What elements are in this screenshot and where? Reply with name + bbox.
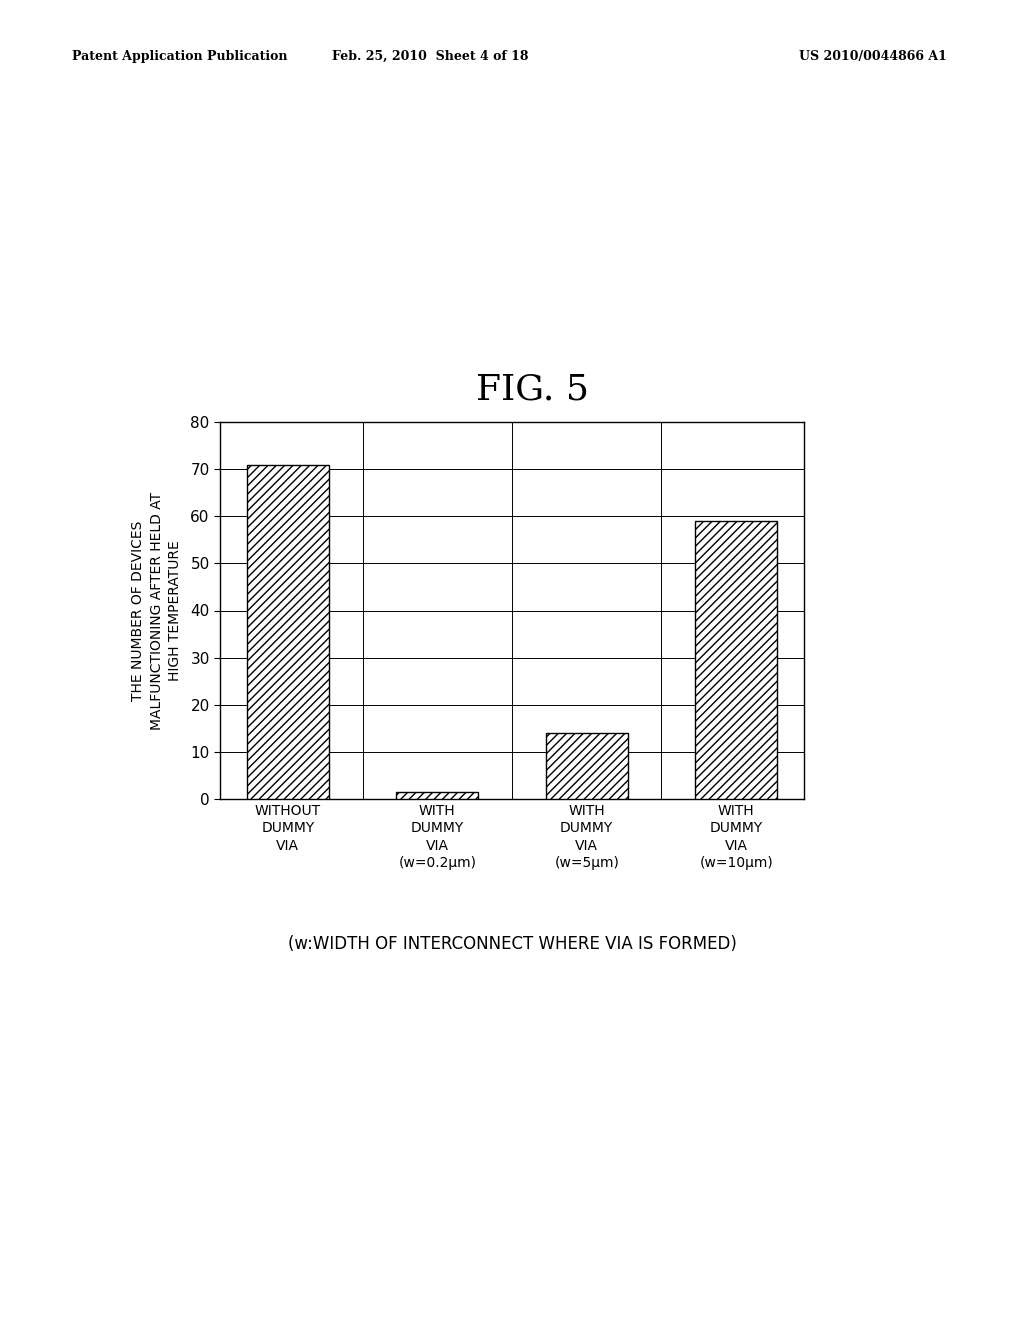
Text: FIG. 5: FIG. 5 — [476, 372, 589, 407]
Text: Feb. 25, 2010  Sheet 4 of 18: Feb. 25, 2010 Sheet 4 of 18 — [332, 50, 528, 63]
Bar — [396, 792, 478, 799]
Y-axis label: THE NUMBER OF DEVICES
MALFUNCTIONING AFTER HELD AT
HIGH TEMPERATURE: THE NUMBER OF DEVICES MALFUNCTIONING AFT… — [131, 491, 182, 730]
Text: US 2010/0044866 A1: US 2010/0044866 A1 — [799, 50, 946, 63]
Bar — [546, 733, 628, 799]
Bar — [695, 521, 777, 799]
Text: Patent Application Publication: Patent Application Publication — [72, 50, 287, 63]
Text: (w:WIDTH OF INTERCONNECT WHERE VIA IS FORMED): (w:WIDTH OF INTERCONNECT WHERE VIA IS FO… — [288, 935, 736, 953]
Bar — [247, 465, 329, 799]
